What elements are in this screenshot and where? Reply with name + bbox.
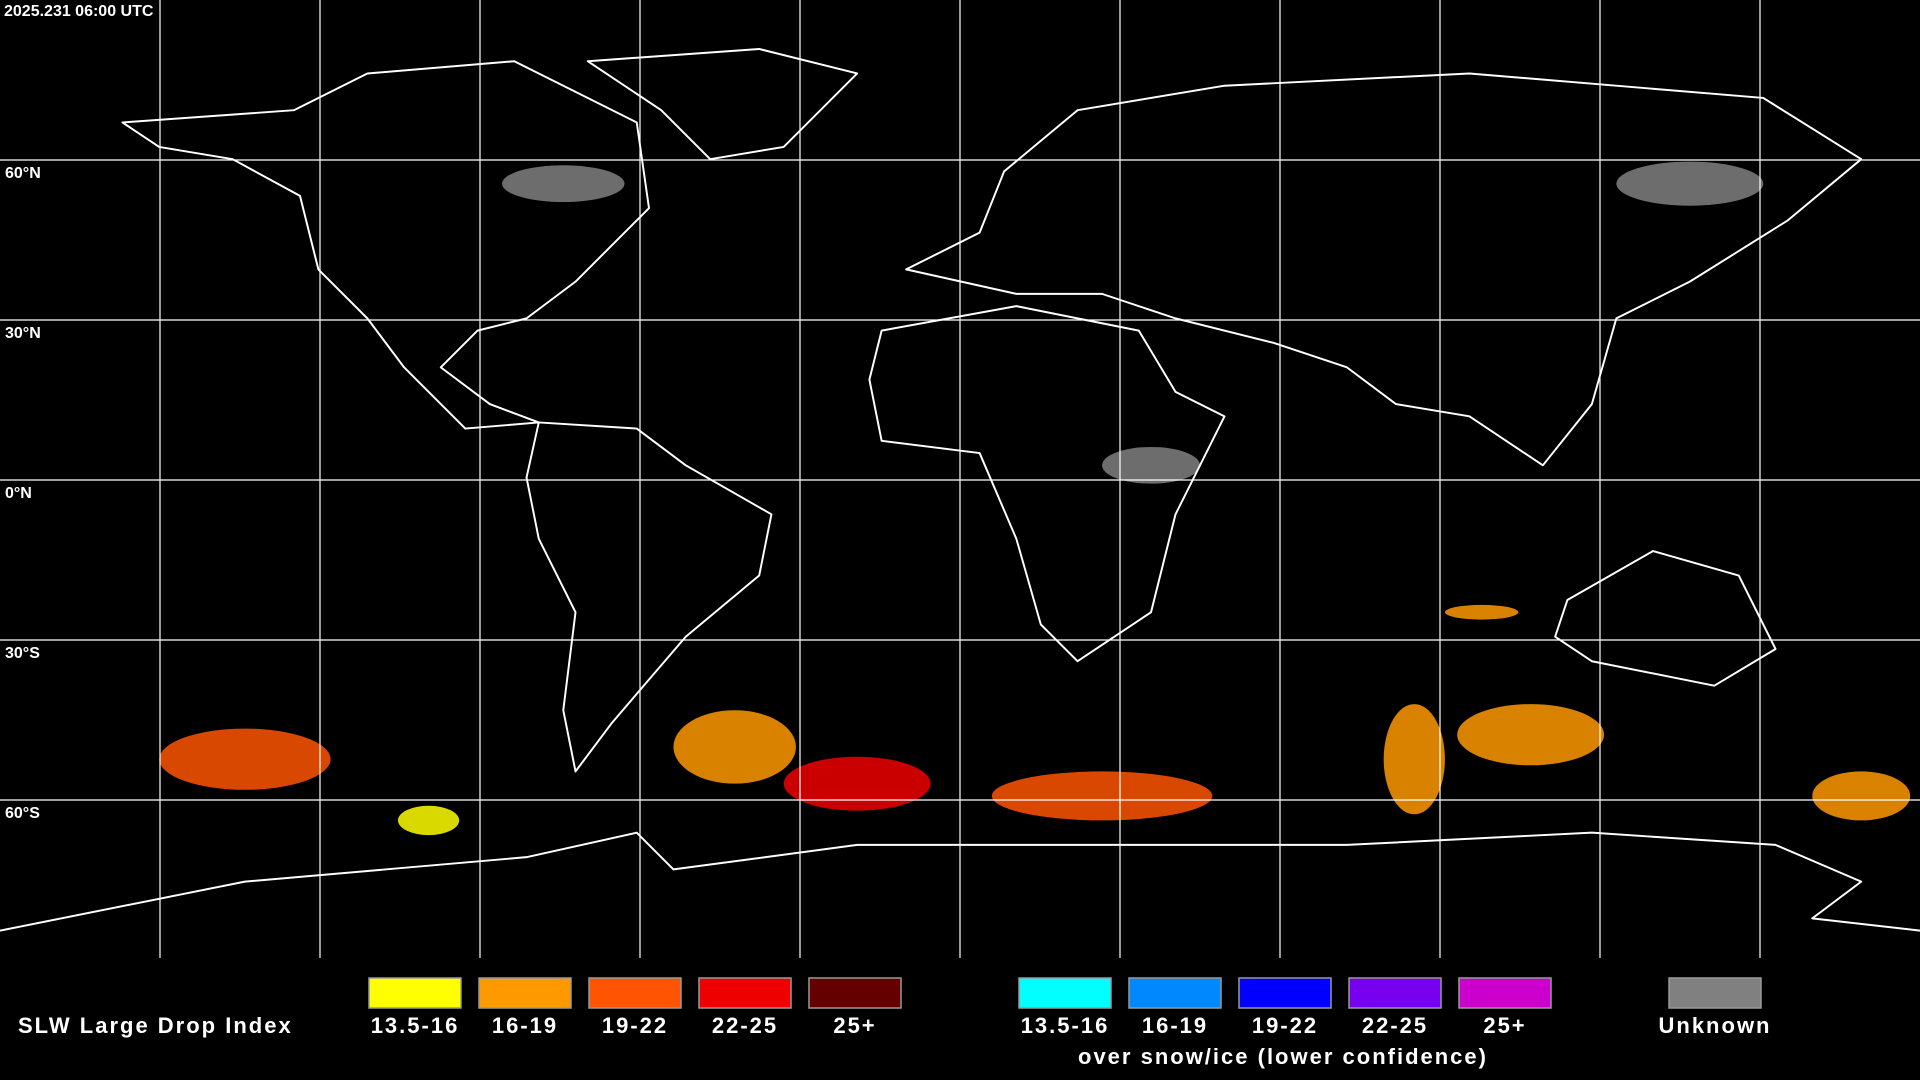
cloud-region [783, 756, 931, 811]
cloud-cover [159, 161, 1911, 836]
legend-swatch [1458, 977, 1552, 1009]
legend-label: 16-19 [492, 1013, 558, 1038]
cloud-region [159, 728, 331, 790]
coastline [905, 72, 1863, 467]
cloud-region [1616, 161, 1764, 206]
legend-swatch [808, 977, 902, 1009]
legend-label: 13.5-16 [371, 1013, 460, 1038]
coastline [586, 48, 859, 161]
cloud-region [673, 710, 796, 784]
legend-label: 25+ [833, 1013, 876, 1038]
legend-swatch [1668, 977, 1762, 1009]
cloud-region [1812, 771, 1911, 821]
legend-label: 19-22 [1252, 1013, 1318, 1038]
coastline [121, 60, 650, 430]
legend-label: 22-25 [712, 1013, 778, 1038]
coastlines [0, 48, 1920, 932]
legend-note: over snow/ice (lower confidence) [1078, 1044, 1488, 1069]
coastline [0, 831, 1920, 932]
legend-swatch [368, 977, 462, 1009]
coastline [1554, 550, 1777, 687]
latitude-label: 30°N [5, 325, 41, 342]
legend-label: 25+ [1483, 1013, 1526, 1038]
legend-label: 22-25 [1362, 1013, 1428, 1038]
legend-swatch [1238, 977, 1332, 1009]
legend-title: SLW Large Drop Index [18, 1013, 293, 1038]
cloud-region [1457, 704, 1605, 766]
legend-swatch [478, 977, 572, 1009]
cloud-region [502, 165, 625, 203]
legend-swatch [588, 977, 682, 1009]
legend-label: 13.5-16 [1021, 1013, 1110, 1038]
coastline [868, 305, 1226, 663]
cloud-region [1444, 604, 1519, 620]
legend-swatch [1128, 977, 1222, 1009]
legend: 13.5-16 16-19 19-22 22-25 25+ 13.5-16 16-19 19-… [368, 977, 1772, 1038]
legend-label: 19-22 [602, 1013, 668, 1038]
legend-swatch [698, 977, 792, 1009]
latitude-label: 0°N [5, 485, 32, 502]
graticule [0, 0, 1920, 958]
latitude-label: 60°N [5, 165, 41, 182]
latitude-label: 30°S [5, 645, 40, 662]
coastline [525, 421, 773, 773]
latitude-label: 60°S [5, 805, 40, 822]
cloud-region [1102, 446, 1201, 484]
timestamp: 2025.231 06:00 UTC [4, 3, 154, 20]
cloud-region [1383, 704, 1445, 815]
cloud-region [397, 805, 460, 836]
legend-swatch [1018, 977, 1112, 1009]
legend-label: Unknown [1659, 1013, 1772, 1038]
legend-label: 16-19 [1142, 1013, 1208, 1038]
cloud-region [991, 771, 1213, 821]
legend-swatch [1348, 977, 1442, 1009]
